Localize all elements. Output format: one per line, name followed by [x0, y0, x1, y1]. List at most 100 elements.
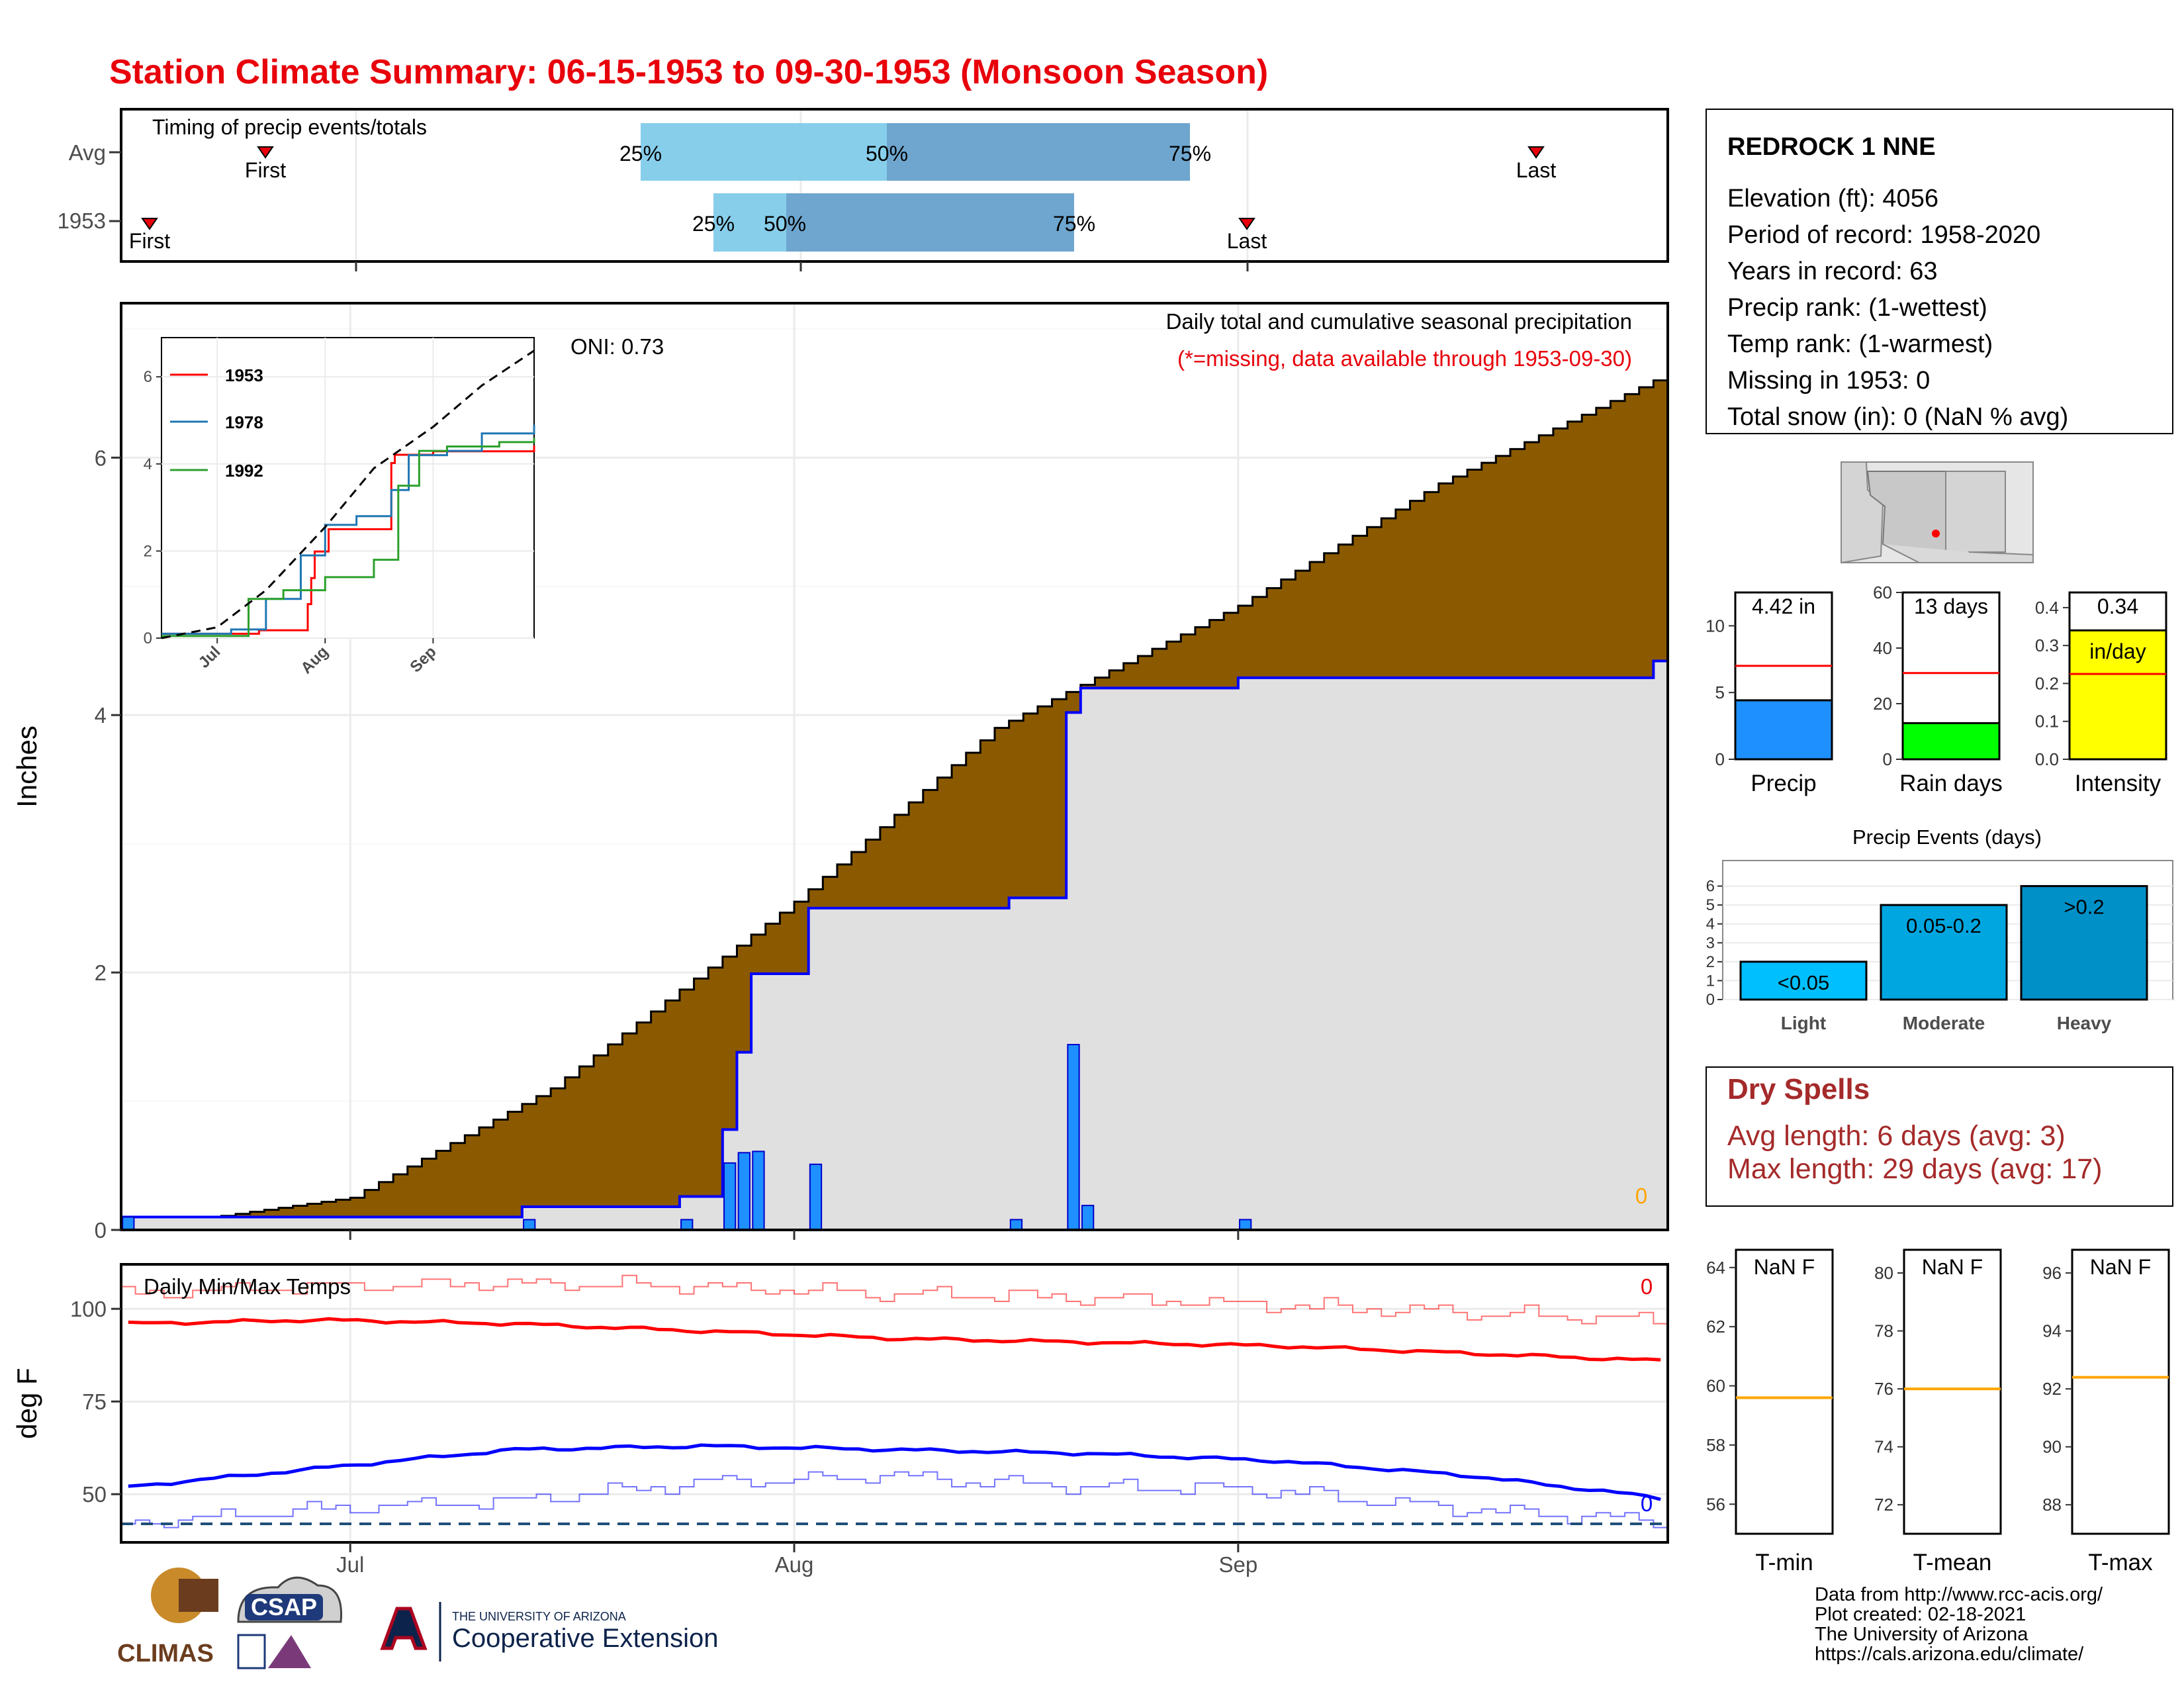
- inset-legend-1978: 1978: [225, 412, 263, 432]
- summary-unit-intensity: in/day: [2089, 639, 2146, 663]
- temp-y-label: deg F: [11, 1368, 42, 1438]
- events-bar-label: 0.05-0.2: [1906, 914, 1981, 937]
- timing-avg-p75: 75%: [1169, 142, 1211, 165]
- footer-line3: The University of Arizona: [1815, 1624, 2028, 1645]
- station-name: REDROCK 1 NNE: [1727, 133, 1936, 161]
- temp-y-tick-label: 100: [70, 1297, 107, 1321]
- footer-line1: Data from http://www.rcc-acis.org/: [1815, 1584, 2103, 1605]
- inset-series-1978: [161, 424, 535, 635]
- summary-tick-label-precip: 5: [1715, 682, 1725, 702]
- summary-bar-intensity: [2068, 629, 2167, 761]
- temp-tick-label-tmean: 74: [1874, 1437, 1893, 1457]
- temp-tick-label-tmax: 94: [2042, 1321, 2062, 1341]
- precip-panel-title: Daily total and cumulative seasonal prec…: [1166, 309, 1632, 334]
- events-bar-moderate: [1880, 904, 2008, 1001]
- events-title: Precip Events (days): [1852, 825, 2042, 849]
- timing-1953-last: Last: [1227, 229, 1267, 253]
- timing-panel: Timing of precip events/totals 25% 50% 7…: [58, 108, 1669, 271]
- avg-min-line: [128, 1443, 1661, 1501]
- ua-block-a: [380, 1607, 428, 1650]
- daily-precip-bar: [680, 1219, 694, 1231]
- daily-precip-bar: [122, 1216, 135, 1231]
- precip-y-label: Inches: [11, 726, 42, 808]
- timing-1953-bar-25-50: [713, 193, 786, 252]
- station-info-border: [1706, 109, 2173, 434]
- csap-logo: CSAP: [237, 1576, 343, 1669]
- temp-tick-label-tmean: 72: [1874, 1495, 1893, 1515]
- summary-tick-label-rain_days: 0: [1883, 749, 1892, 769]
- avg-max-line: [128, 1317, 1661, 1362]
- temp-lines: [121, 1274, 1668, 1528]
- timing-1953-bar-50-75: [786, 193, 1074, 252]
- temp-panel-bg: [121, 1264, 1668, 1542]
- events-y-tick-label: 2: [1706, 953, 1715, 971]
- climas-logo: CLIMAS: [117, 1568, 218, 1667]
- csap-logo-mountain: [268, 1635, 311, 1668]
- events-y-tick-label: 4: [1706, 915, 1715, 933]
- daily-precip-bars: [122, 1044, 1252, 1231]
- daily-precip-bar: [1067, 1044, 1080, 1231]
- temp-tick-label-tmin: 64: [1706, 1258, 1725, 1278]
- inset-y-tick-label: 6: [144, 368, 152, 386]
- temp-box-tmin: [1735, 1248, 1834, 1535]
- locator-map: [1841, 461, 2034, 564]
- timing-avg-bar-25-50: [641, 123, 887, 181]
- temp-panel: Daily Min/Max Temps 0 0 50 75 100 Jul Aug Se…: [11, 1263, 1669, 1577]
- csap-logo-rain: [237, 1634, 266, 1669]
- csap-logo-badge: [245, 1594, 323, 1620]
- missing-count: 0: [1635, 1184, 1647, 1208]
- dry-spells-max: Max length: 29 days (avg: 17): [1727, 1153, 2102, 1185]
- station-period: Period of record: 1958-2020: [1727, 221, 2040, 249]
- station-snow: Total snow (in): 0 (NaN % avg): [1727, 403, 2068, 431]
- timing-avg-first: First: [245, 158, 286, 182]
- 1953-cumulative-line: [121, 659, 1668, 1219]
- events-bar-label: <0.05: [1778, 971, 1829, 994]
- temp-label-tmean: T-mean: [1913, 1550, 1992, 1575]
- dry-spells-border: [1706, 1066, 2173, 1207]
- temp-summary-bars: 56 58 60 62 64 NaN F T-min 72 74 76 78 80 NaN F T-mea…: [1706, 1248, 2170, 1575]
- temp-x-tick-label: Aug: [775, 1552, 814, 1577]
- temp-tick-label-tmax: 92: [2042, 1379, 2062, 1399]
- inset-series-avg: [161, 350, 535, 639]
- record-max-line: [121, 1274, 1668, 1325]
- daily-precip-bar: [723, 1162, 737, 1231]
- summary-bar-precip: [1734, 699, 1833, 761]
- temp-tick-label-tmin: 60: [1706, 1376, 1725, 1396]
- timing-1953-first: First: [129, 229, 170, 253]
- summary-tick-label-rain_days: 20: [1873, 694, 1892, 714]
- temp-tick-label-tmax: 88: [2042, 1495, 2062, 1515]
- summary-label-rain_days: Rain days: [1899, 771, 2003, 796]
- timing-1953-p25: 25%: [692, 212, 735, 236]
- precip-panel-border: [120, 302, 1669, 1231]
- ua-big-text: Cooperative Extension: [452, 1624, 718, 1653]
- inset-y-tick-label: 2: [144, 542, 152, 560]
- summary-bars: 0 5 10 4.42 in Precip 0 20 40 60 13 days Rain days…: [1706, 583, 2167, 796]
- events-category-label: Heavy: [2057, 1013, 2112, 1033]
- temp-panel-border: [120, 1263, 1669, 1544]
- summary-value-precip: 4.42 in: [1752, 594, 1815, 618]
- timing-avg-first-marker: [257, 146, 274, 159]
- events-bar-label: >0.2: [2064, 896, 2104, 919]
- temp-x-axis: Jul Aug Sep: [336, 1542, 1257, 1577]
- timing-avg-last: Last: [1516, 158, 1557, 182]
- daily-precip-bar: [1081, 1205, 1095, 1231]
- events-bar-light: [1739, 961, 1868, 1001]
- timing-avg-p25: 25%: [619, 142, 662, 165]
- events-category-label: Moderate: [1903, 1013, 1985, 1033]
- summary-label-intensity: Intensity: [2075, 771, 2161, 796]
- daily-precip-bar: [809, 1163, 823, 1231]
- summary-value-rain_days: 13 days: [1914, 594, 1988, 618]
- daily-precip-bar: [752, 1150, 765, 1231]
- temp-y-tick-label: 75: [82, 1389, 107, 1414]
- temp-min-missing: 0: [1641, 1491, 1653, 1516]
- record-min-line: [121, 1471, 1668, 1528]
- summary-value-intensity: 0.34: [2097, 594, 2138, 618]
- ua-small-text: THE UNIVERSITY OF ARIZONA: [452, 1610, 626, 1623]
- summary-tick-label-rain_days: 60: [1873, 583, 1892, 602]
- temp-tick-label-tmax: 96: [2042, 1263, 2062, 1283]
- precip-y-tick-label: 4: [95, 703, 107, 727]
- events-y-tick-label: 3: [1706, 934, 1715, 952]
- dry-spells-box: Dry Spells Avg length: 6 days (avg: 3) M…: [1706, 1066, 2173, 1207]
